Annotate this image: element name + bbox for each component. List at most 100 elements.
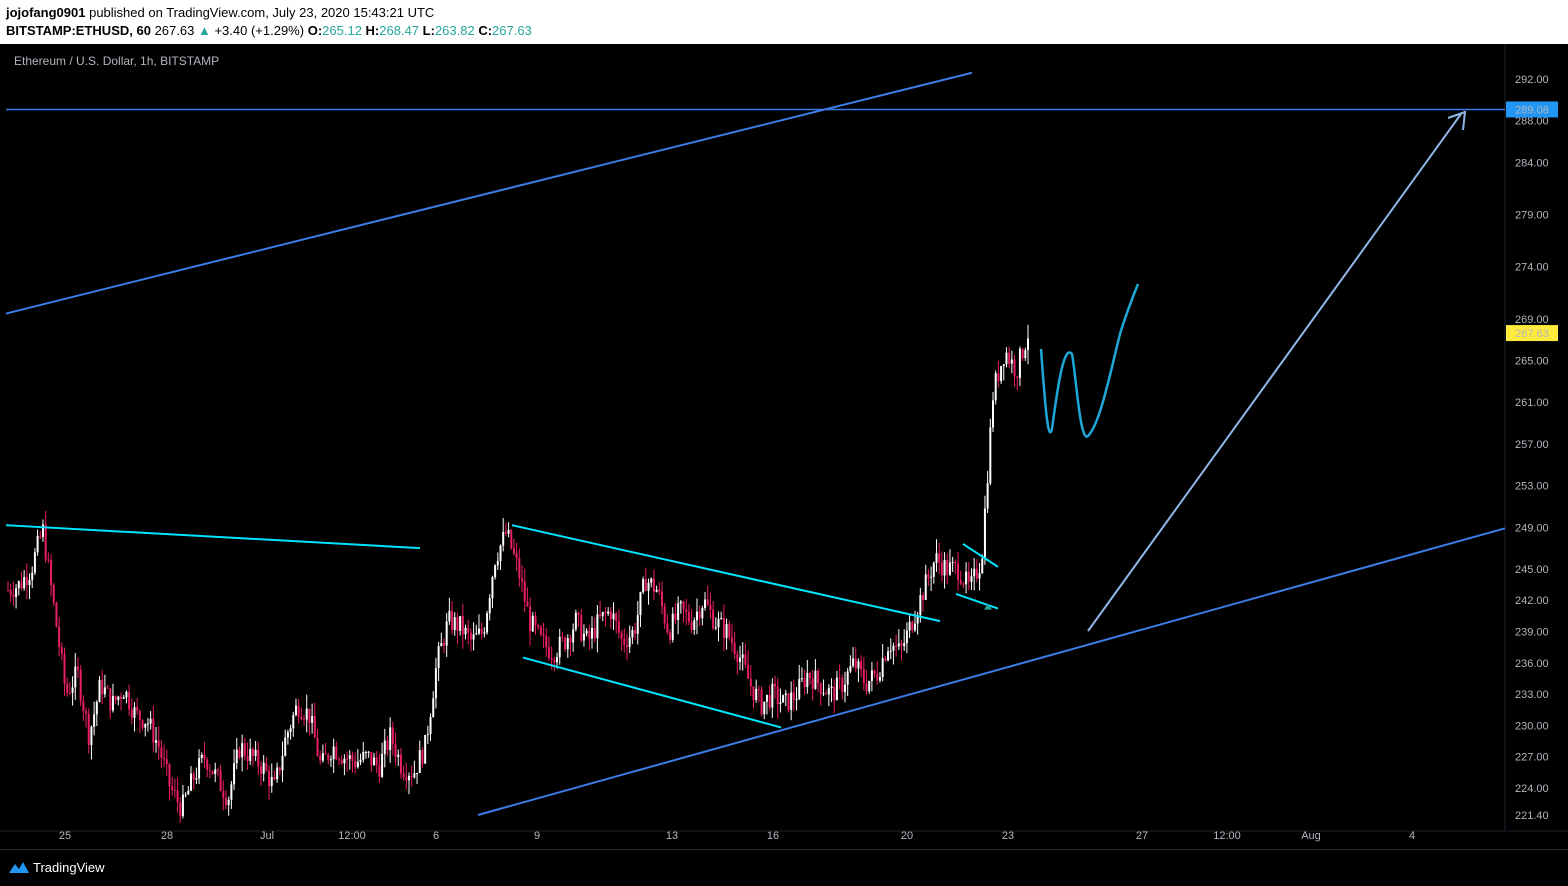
- chart-area[interactable]: 292.00 288.00 284.00 279.00 274.00 269.00 265.…: [0, 44, 1568, 849]
- candle-body: [582, 633, 585, 641]
- candle-body: [623, 638, 626, 645]
- time-tick-label: 12:00: [1213, 830, 1241, 842]
- candle-body: [391, 727, 394, 745]
- candle-body: [41, 524, 44, 537]
- candle-body: [499, 545, 502, 562]
- candle-body: [214, 769, 217, 774]
- candle-body: [809, 672, 812, 679]
- candle-body: [604, 611, 607, 614]
- candle-body: [155, 740, 158, 743]
- candle-body: [125, 691, 128, 698]
- candle-body: [122, 697, 125, 699]
- price-tick-label: 269.00: [1515, 314, 1549, 326]
- candle-body: [23, 577, 26, 589]
- candle-body: [744, 654, 747, 665]
- time-tick-label: 13: [666, 830, 678, 842]
- brand-label[interactable]: TradingView: [33, 860, 105, 875]
- candle-body: [262, 762, 265, 774]
- last-price-tag-label: 267.63: [1515, 328, 1549, 340]
- candle-body: [908, 621, 911, 631]
- flag-lower-line: [955, 593, 999, 610]
- candle-body: [556, 657, 559, 663]
- signal-triangle-icon: [984, 603, 992, 610]
- candle-body: [760, 689, 763, 715]
- candle-body: [709, 604, 712, 610]
- candle-body: [881, 658, 884, 678]
- tradingview-logo-icon[interactable]: [8, 859, 30, 875]
- candle-body: [687, 611, 690, 622]
- candle-body: [825, 693, 828, 695]
- last-price: 267.63: [154, 23, 195, 38]
- candle-body: [265, 762, 268, 771]
- candle-body: [531, 615, 534, 632]
- candle-body: [693, 620, 696, 630]
- price-tick-label: 288.00: [1515, 116, 1549, 128]
- candle-body: [397, 754, 400, 757]
- candle-body: [98, 680, 101, 702]
- candle-body: [292, 715, 295, 729]
- candle-body: [47, 559, 50, 561]
- candle-body: [572, 629, 575, 643]
- candle-body: [736, 654, 739, 662]
- candle-body: [76, 666, 79, 670]
- candle-body: [184, 794, 187, 796]
- candle-body: [448, 610, 451, 622]
- candle-body: [181, 794, 184, 817]
- candle-body: [66, 683, 69, 693]
- price-tick-label: 242.00: [1515, 595, 1549, 607]
- candle-body: [160, 747, 163, 758]
- candle-body: [919, 595, 922, 616]
- target-arrowhead-icon: [1447, 110, 1467, 131]
- author-name[interactable]: jojofang0901: [6, 5, 86, 20]
- candle-body: [442, 643, 445, 646]
- candle-body: [85, 711, 88, 714]
- candle-body: [227, 799, 230, 806]
- candle-body: [765, 695, 768, 702]
- candle-body: [967, 571, 970, 582]
- candle-body: [862, 669, 865, 684]
- candle-body: [408, 775, 411, 781]
- candle-body: [203, 754, 206, 760]
- candle-body: [550, 658, 553, 660]
- candle-body: [338, 759, 341, 761]
- candle-body: [943, 560, 946, 576]
- candle-body: [817, 670, 820, 684]
- candle-body: [860, 661, 863, 670]
- candle-body: [795, 698, 798, 700]
- candle-body: [733, 642, 736, 655]
- candle-body: [704, 599, 707, 608]
- candle-body: [259, 766, 262, 774]
- candle-body: [502, 531, 505, 546]
- candle-body: [257, 749, 260, 767]
- candle-body: [625, 644, 628, 647]
- candle-body: [811, 678, 814, 689]
- candle-body: [238, 749, 241, 758]
- candle-body: [946, 560, 949, 575]
- time-tick-label: 6: [433, 830, 439, 842]
- candle-body: [588, 630, 591, 639]
- candle-body: [437, 646, 440, 669]
- candle-body: [211, 770, 214, 774]
- candle-body: [114, 696, 117, 701]
- publication-header: jojofang0901 published on TradingView.co…: [0, 0, 1568, 44]
- candle-body: [938, 553, 941, 563]
- candle-body: [846, 671, 849, 685]
- price-chart[interactable]: 292.00 288.00 284.00 279.00 274.00 269.00 265.…: [0, 44, 1568, 849]
- candle-body: [599, 614, 602, 617]
- candle-body: [329, 759, 332, 761]
- candle-body: [841, 678, 844, 693]
- level-price-tag: [1506, 101, 1558, 118]
- candle-body: [58, 626, 61, 648]
- candle-body: [424, 735, 427, 764]
- candle-body: [128, 691, 131, 710]
- candle-body: [176, 790, 179, 803]
- candle-body: [951, 562, 954, 564]
- candle-body: [52, 585, 55, 603]
- candle-body: [806, 672, 809, 687]
- candle-body: [833, 686, 836, 701]
- candle-body: [601, 611, 604, 617]
- candle-body: [246, 755, 249, 761]
- candle-body: [642, 579, 645, 593]
- price-tick-label: 249.00: [1515, 522, 1549, 534]
- candle-body: [790, 692, 793, 711]
